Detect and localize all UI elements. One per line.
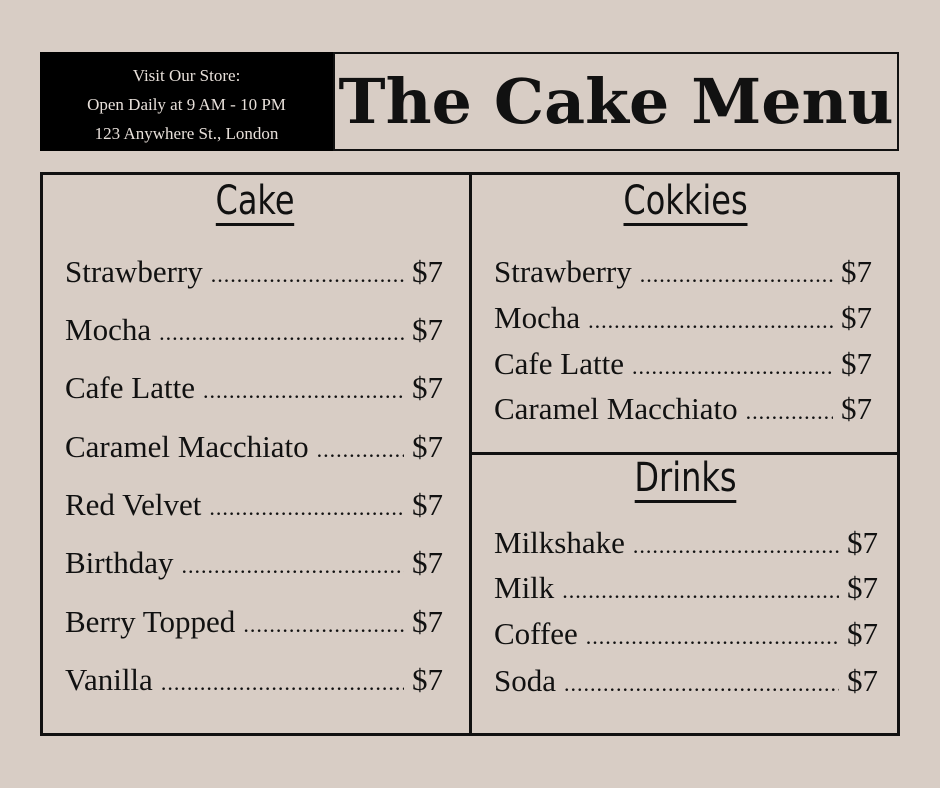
item-name: Caramel Macchiato xyxy=(494,391,738,426)
item-name: Milkshake xyxy=(494,525,625,560)
cake-menu-item: Cafe Latte $7 xyxy=(65,370,443,406)
dot-leader xyxy=(211,262,404,288)
item-name: Coffee xyxy=(494,616,578,651)
item-price: $7 xyxy=(412,662,443,697)
dot-leader xyxy=(588,308,833,334)
item-name: Vanilla xyxy=(65,662,153,697)
cake-menu-item: Berry Topped $7 xyxy=(65,604,443,640)
cake-heading-text: Cake xyxy=(215,178,295,226)
item-price: $7 xyxy=(412,487,443,522)
drinks-heading: Drinks xyxy=(514,455,857,503)
cake-menu-item: Red Velvet $7 xyxy=(65,487,443,523)
cookies-menu-item: Caramel Macchiato $7 xyxy=(494,391,872,427)
item-price: $7 xyxy=(412,254,443,289)
item-price: $7 xyxy=(841,391,872,426)
cake-menu-item: Birthday $7 xyxy=(65,545,443,581)
cake-menu-item: Mocha $7 xyxy=(65,312,443,348)
cake-menu-item: Vanilla $7 xyxy=(65,662,443,698)
store-info-box: Visit Our Store: Open Daily at 9 AM - 10… xyxy=(40,52,333,151)
section-divider xyxy=(471,452,900,455)
item-price: $7 xyxy=(847,616,878,651)
item-name: Cafe Latte xyxy=(65,370,195,405)
item-price: $7 xyxy=(412,370,443,405)
item-price: $7 xyxy=(847,570,878,605)
store-hours: Open Daily at 9 AM - 10 PM xyxy=(87,95,286,114)
drinks-menu-item: Milkshake $7 xyxy=(494,525,878,561)
title-box: The Cake Menu xyxy=(333,52,899,151)
item-price: $7 xyxy=(841,300,872,335)
item-name: Cafe Latte xyxy=(494,346,624,381)
item-name: Strawberry xyxy=(65,254,203,289)
item-price: $7 xyxy=(412,545,443,580)
item-name: Strawberry xyxy=(494,254,632,289)
item-name: Mocha xyxy=(494,300,581,335)
item-name: Soda xyxy=(494,663,556,698)
dot-leader xyxy=(632,354,833,380)
dot-leader xyxy=(159,320,404,346)
dot-leader xyxy=(640,262,833,288)
cookies-menu-item: Mocha $7 xyxy=(494,300,872,336)
dot-leader xyxy=(317,437,404,463)
dot-leader xyxy=(746,399,833,425)
cookies-menu-item: Cafe Latte $7 xyxy=(494,346,872,382)
page-title: The Cake Menu xyxy=(338,65,894,138)
dot-leader xyxy=(562,578,839,604)
drinks-menu-item: Milk $7 xyxy=(494,570,878,606)
cake-menu-item: Strawberry $7 xyxy=(65,254,443,290)
cookies-heading: Cokkies xyxy=(514,178,857,226)
item-name: Birthday xyxy=(65,545,174,580)
item-price: $7 xyxy=(841,254,872,289)
dot-leader xyxy=(633,533,839,559)
cake-heading: Cake xyxy=(83,178,427,226)
cookies-heading-text: Cokkies xyxy=(623,178,748,226)
dot-leader xyxy=(161,670,404,696)
cake-menu-item: Caramel Macchiato $7 xyxy=(65,429,443,465)
item-price: $7 xyxy=(847,525,878,560)
item-name: Mocha xyxy=(65,312,152,347)
item-name: Berry Topped xyxy=(65,604,236,639)
item-price: $7 xyxy=(412,312,443,347)
item-price: $7 xyxy=(841,346,872,381)
item-name: Caramel Macchiato xyxy=(65,429,309,464)
item-name: Red Velvet xyxy=(65,487,202,522)
dot-leader xyxy=(209,495,404,521)
item-price: $7 xyxy=(847,663,878,698)
item-name: Milk xyxy=(494,570,555,605)
drinks-menu-item: Coffee $7 xyxy=(494,616,878,652)
dot-leader xyxy=(243,612,404,638)
item-price: $7 xyxy=(412,604,443,639)
store-address: 123 Anywhere St., London xyxy=(94,124,279,143)
dot-leader xyxy=(182,553,405,579)
item-price: $7 xyxy=(412,429,443,464)
dot-leader xyxy=(586,624,839,650)
drinks-heading-text: Drinks xyxy=(634,455,737,503)
cookies-menu-item: Strawberry $7 xyxy=(494,254,872,290)
dot-leader xyxy=(203,378,404,404)
column-divider xyxy=(469,172,472,736)
drinks-menu-item: Soda $7 xyxy=(494,663,878,699)
store-info-heading: Visit Our Store: xyxy=(132,66,241,85)
dot-leader xyxy=(564,671,839,697)
